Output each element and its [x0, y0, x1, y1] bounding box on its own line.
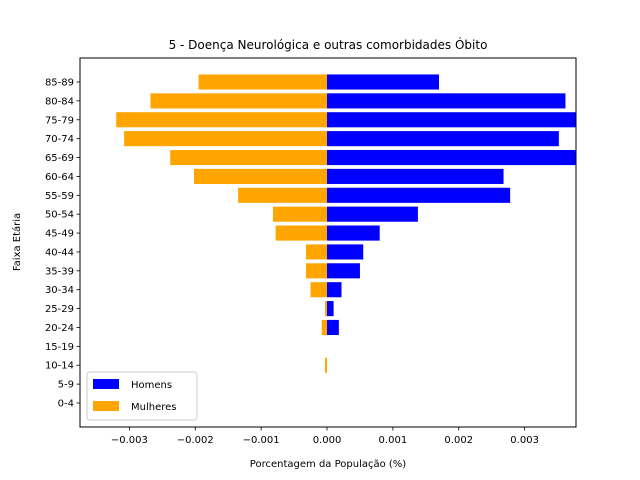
- y-tick-label-80-84: 80-84: [45, 96, 74, 107]
- bar-homens-65-69: [327, 149, 576, 166]
- bar-homens-20-24: [327, 319, 339, 336]
- x-tick-label-4: 0.001: [379, 435, 408, 446]
- bar-mulheres-75-79: [116, 112, 328, 128]
- bar-mulheres-25-29: [325, 301, 328, 317]
- x-tick-label-1: −0.002: [177, 435, 214, 446]
- bar-mulheres-55-59: [238, 187, 328, 203]
- bar-homens-50-54: [327, 206, 418, 222]
- x-tick-label-3: 0.000: [313, 435, 342, 446]
- x-axis-label: Porcentagem da População (%): [250, 459, 407, 470]
- y-tick-label-35-39: 35-39: [45, 266, 74, 277]
- bar-mulheres-50-54: [272, 206, 328, 222]
- y-tick-label-75-79: 75-79: [45, 115, 74, 126]
- bar-homens-80-84: [327, 93, 566, 109]
- legend-label-mulheres: Mulheres: [131, 402, 177, 413]
- y-tick-label-40-44: 40-44: [45, 247, 74, 258]
- y-tick-label-70-74: 70-74: [45, 134, 74, 145]
- bar-mulheres-30-34: [310, 282, 328, 298]
- y-tick-label-60-64: 60-64: [45, 172, 74, 183]
- y-tick-label-25-29: 25-29: [45, 304, 74, 315]
- bar-mulheres-35-39: [305, 263, 328, 279]
- bar-homens-60-64: [327, 168, 504, 184]
- bar-homens-30-34: [327, 282, 342, 298]
- bar-mulheres-70-74: [124, 131, 328, 147]
- y-tick-label-5-9: 5-9: [58, 380, 74, 391]
- bar-homens-45-49: [327, 225, 380, 241]
- y-tick-label-55-59: 55-59: [45, 191, 74, 202]
- y-axis-label: Faixa Etária: [11, 213, 23, 271]
- bar-mulheres-60-64: [193, 168, 328, 184]
- y-tick-label-30-34: 30-34: [45, 285, 74, 296]
- y-tick-label-50-54: 50-54: [45, 210, 74, 221]
- bar-mulheres-65-69: [170, 149, 328, 166]
- x-tick-label-0: −0.003: [111, 435, 148, 446]
- bar-homens-25-29: [327, 301, 334, 317]
- bar-mulheres-20-24: [321, 319, 328, 336]
- x-tick-label-2: −0.001: [243, 435, 280, 446]
- y-tick-label-10-14: 10-14: [45, 361, 74, 372]
- y-tick-label-65-69: 65-69: [45, 153, 74, 164]
- bar-homens-55-59: [327, 187, 511, 203]
- plot-frame: [79, 57, 577, 428]
- y-axis-ticks: 0-4 5-9 10-14 15-19 20-24 25-29 30-34 35-39 40-4…: [45, 78, 80, 410]
- bar-homens-40-44: [327, 244, 364, 260]
- bar-mulheres-10-14: [325, 357, 328, 373]
- x-tick-label-6: 0.003: [510, 435, 539, 446]
- y-tick-label-15-19: 15-19: [45, 342, 74, 353]
- chart-title: 5 - Doença Neurológica e outras comorbid…: [169, 37, 488, 52]
- y-tick-label-20-24: 20-24: [45, 323, 74, 334]
- bar-mulheres-40-44: [305, 244, 328, 260]
- bar-homens-75-79: [327, 112, 576, 128]
- bar-mulheres-45-49: [275, 225, 328, 241]
- bar-mulheres-80-84: [150, 93, 328, 109]
- x-tick-label-5: 0.002: [444, 435, 473, 446]
- x-axis-ticks: −0.003 −0.002 −0.001 0.000 0.001 0.002 0.003: [111, 427, 539, 446]
- bar-mulheres-85-89: [198, 74, 328, 90]
- y-tick-label-45-49: 45-49: [45, 229, 74, 240]
- y-tick-label-85-89: 85-89: [45, 78, 74, 89]
- bar-homens-85-89: [327, 74, 439, 90]
- legend-swatch-mulheres: [93, 401, 119, 411]
- plot-area: [116, 74, 576, 373]
- bar-homens-70-74: [327, 131, 559, 147]
- legend-swatch-homens: [93, 379, 119, 389]
- legend-label-homens: Homens: [131, 380, 172, 391]
- chart-legend: Homens Mulheres: [86, 371, 198, 421]
- bar-homens-35-39: [327, 263, 360, 279]
- y-tick-label-0-4: 0-4: [58, 399, 74, 410]
